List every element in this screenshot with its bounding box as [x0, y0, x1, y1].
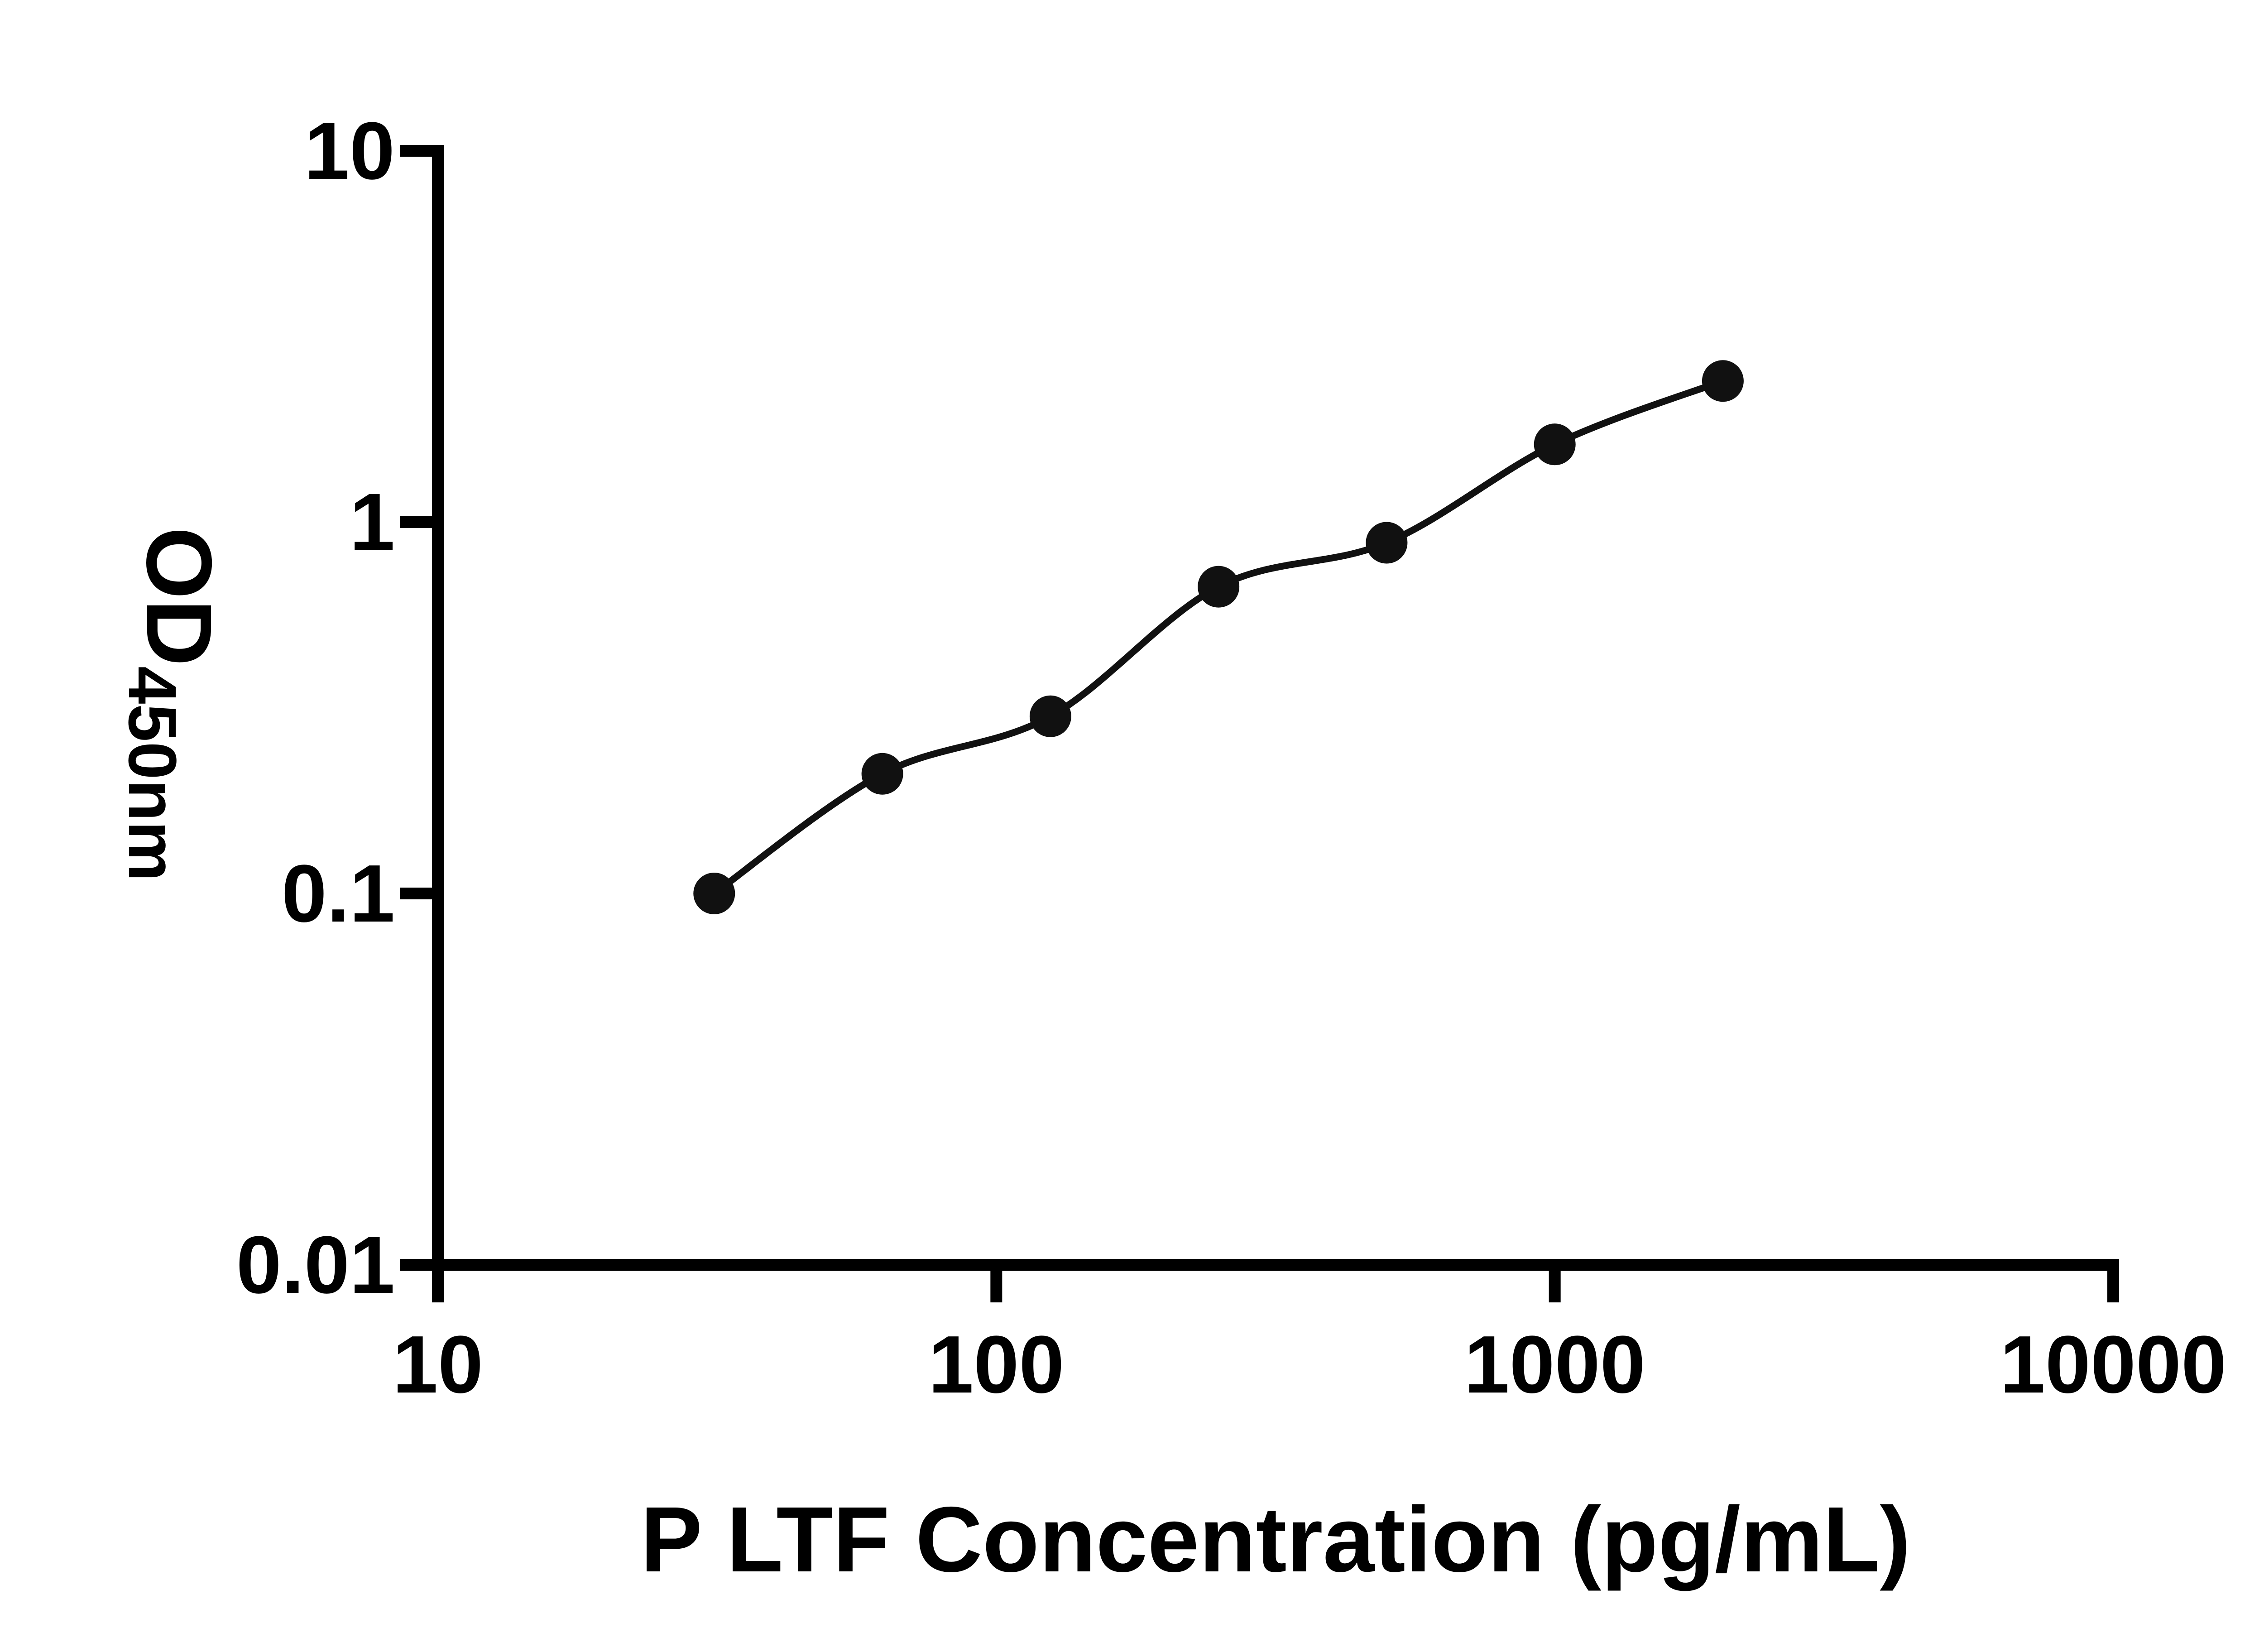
- y-axis-title: OD450nm: [115, 527, 231, 882]
- y-axis-title-subscript: 450nm: [115, 666, 191, 881]
- data-point-250: [1198, 566, 1240, 608]
- y-axis-title-main: OD: [127, 527, 231, 667]
- x-tick-label-100: 100: [928, 1319, 1064, 1410]
- x-axis-title: P LTF Concentration (pg/mL): [640, 1488, 1910, 1591]
- y-tick-label-0.01: 0.01: [236, 1220, 395, 1311]
- data-point-500: [1366, 522, 1408, 564]
- axes-layer: 0.01 0.1 1 10 10 100 1000 10000: [236, 106, 2227, 1410]
- y-tick-label-10: 10: [304, 106, 395, 197]
- data-point-62.5: [861, 753, 903, 795]
- data-point-31.25: [693, 873, 735, 914]
- data-point-2000: [1702, 360, 1744, 402]
- x-tick-label-1000: 1000: [1464, 1319, 1645, 1410]
- y-tick-label-1: 1: [350, 477, 395, 568]
- x-tick-label-10000: 10000: [2000, 1319, 2227, 1410]
- data-point-125: [1029, 695, 1071, 737]
- x-tick-label-10: 10: [393, 1319, 483, 1410]
- y-tick-label-0.1: 0.1: [282, 848, 395, 939]
- fit-curve: [710, 377, 1727, 897]
- data-layer: [693, 360, 1744, 914]
- data-point-1000: [1534, 423, 1576, 466]
